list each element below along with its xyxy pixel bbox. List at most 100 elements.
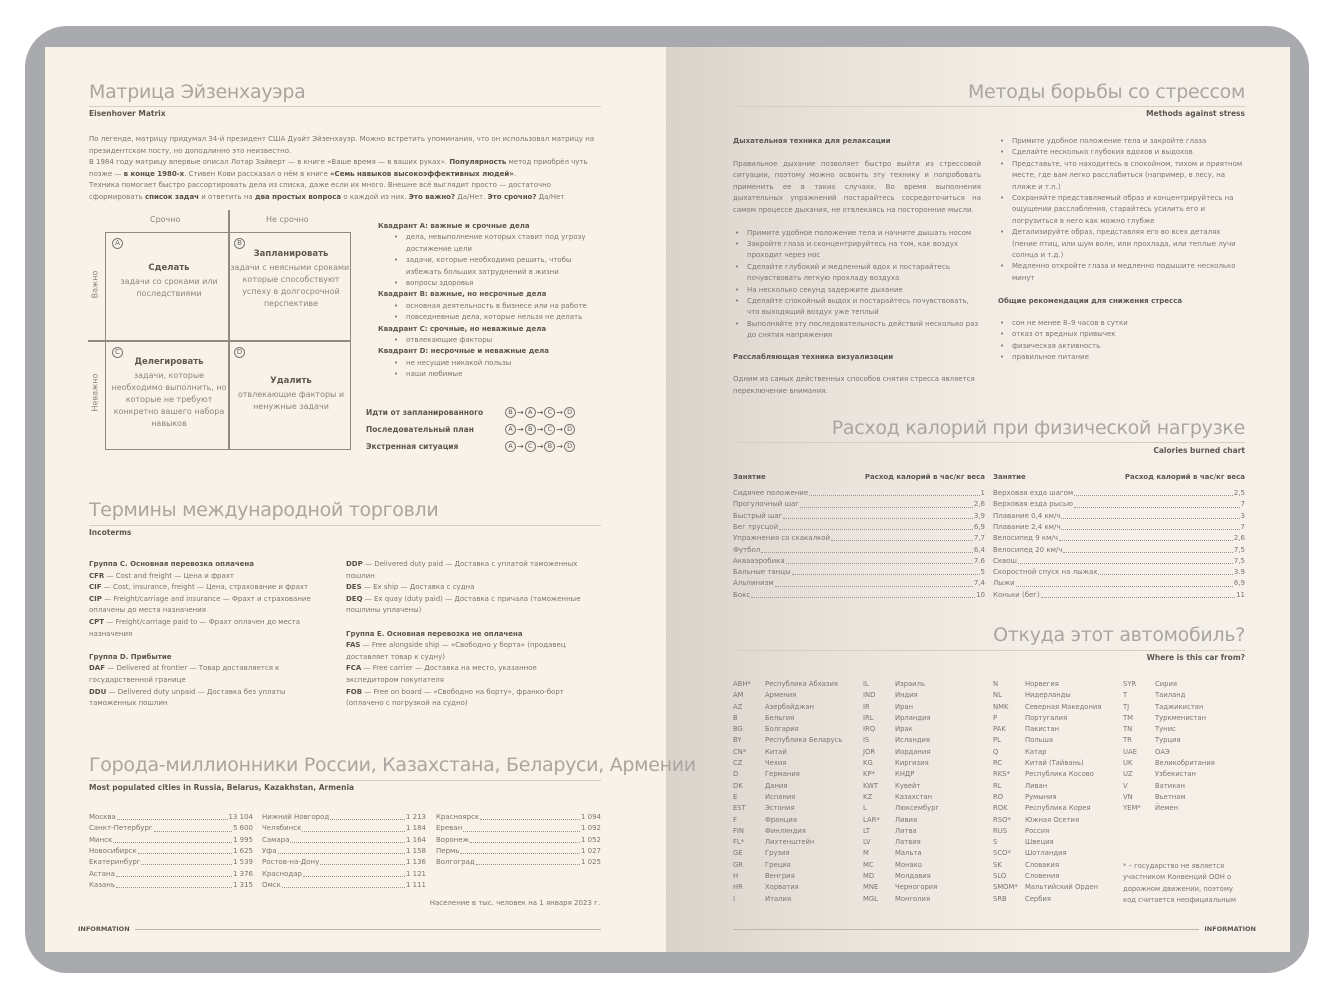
leader-dots [1017,556,1233,565]
city-row: Минск 1 995 [89,835,253,846]
quadrant-title: Запланировать [253,249,329,259]
quadrant-heading: Квадрант B: важные, но несрочные дела [378,290,547,299]
eisenhower-title: Матрица Эйзенхауэра [89,81,306,103]
row-value: 7,5 [1233,545,1245,554]
country-code: L [863,804,867,813]
country-code: SYR [1123,680,1137,688]
country-name: Польша [1025,736,1054,745]
country-name: Лихтенштейн [765,838,815,847]
row-value: 7.6 [973,556,985,565]
paragraph-segment: список задач [144,192,199,201]
country-name: Россия [1025,826,1050,835]
quadrant-text: задачи со сроками или последствиями [120,277,218,298]
country-code: H [733,872,739,881]
car-code-row: PAK Пакистан [993,724,1101,735]
car-code-row: SRB Сербия [993,894,1101,905]
city-row: Волгоград 1 025 [436,857,601,868]
country-code: T [1123,691,1128,700]
paragraph-segment: два простых вопроса [254,192,342,201]
row-label: Челябинск [262,824,302,833]
country-code: FL* [733,838,745,847]
row-value: 2,6 [1233,534,1245,543]
row-value: 1 [980,489,985,497]
country-name: Словакия [1025,860,1060,869]
list-item: наши любимые [392,369,603,381]
breath-heading: Дыхательная техника для релаксации [733,137,891,145]
car-code-column: ABH* Республика Абхазия AM Армения AZ Азербай… [733,679,842,905]
row-value: 1 213 [405,813,426,821]
leader-dots [1074,488,1233,497]
stress-subtitle: Methods against stress [1146,109,1245,118]
country-name: Люксембург [895,804,940,813]
calorie-row: Бег трусцой 6,9 [733,522,985,533]
country-name: Монако [895,860,922,869]
country-name: Ирак [895,725,913,734]
row-label: Волгоград [436,858,475,867]
country-code: F [733,815,737,824]
row-label: Москва [89,813,116,821]
country-name: Швеция [1025,838,1054,847]
divider [89,780,601,781]
list-item: дела, невыполнение которых ставит под уг… [392,232,603,255]
list-item: вопросы здоровья [392,278,603,290]
cars-title: Откуда этот автомобиль? [993,624,1245,646]
row-label: Скоростной спуск на лыжах [993,568,1098,577]
arrow-icon: → [517,425,524,434]
calorie-row: Верховая езда шагом 2,5 [993,488,1245,499]
incoterm-code: DDU [89,687,107,696]
country-name: Северная Македония [1025,702,1102,711]
calorie-row: Сидячее положение 1 [733,488,985,499]
car-code-column: N Норвегия NL Нидерланды NMK Северная Македон… [993,679,1101,905]
quadrant-letter-badge: B [505,407,516,418]
country-name: Сирия [1155,680,1177,688]
row-value: 1 052 [580,835,601,844]
visual-text: Одним из самых действенных способов снят… [733,375,975,395]
row-value: 7,5 [1233,556,1245,565]
incoterm-entry: DDP — Delivered duty paid — Доставка с у… [346,559,591,582]
country-name: Румыния [1025,792,1057,801]
sequence-order: A → B → C → D [505,424,576,435]
car-code-row: LT Литва [863,826,939,837]
divider [89,106,601,107]
car-code-row: D Германия [733,769,842,780]
quadrant-list: не несущие никакой пользынаши любимые [378,358,603,381]
country-name: Исландия [895,736,930,745]
list-item: На несколько секунд задержите дыхание [733,285,981,297]
leader-dots [1063,545,1233,553]
quadrant-letter-badge: B [544,441,556,452]
sequence-label: Экстренная ситуация [366,442,459,451]
car-code-row: ABH* Республика Абхазия [733,679,842,690]
quadrant-text: отвлекающие факторы и ненужные задачи [237,390,345,411]
quadrant-letter-badge: D [564,407,576,418]
leader-dots [751,590,976,598]
country-name: Иран [895,702,914,711]
city-row: Москва 13 104 [89,812,253,823]
car-code-row: V Ватикан [1123,781,1215,792]
car-code-row: IRL Ирландия [863,713,939,724]
footer-rule [733,929,1199,930]
list-item: отказ от вредных привычек [998,329,1246,341]
car-code-row: MNE Черногория [863,882,939,893]
spacer [89,640,334,652]
country-code: M [863,849,869,858]
city-row: Нижний Новгород 1 213 [262,812,426,823]
calorie-row: Скоростной спуск на лыжах 3.9 [993,567,1245,578]
country-name: Израиль [895,680,925,688]
car-code-row: SCO* Шотландия [993,848,1101,859]
country-code: TM [1123,713,1134,722]
arrow-icon: → [536,408,544,417]
country-code: MGL [863,894,878,903]
row-label: Пермь [436,846,460,855]
row-value: 1 111 [405,880,426,889]
row-label: Упражнения со скакалкой [733,534,831,543]
row-label: Альпинизм [733,579,774,588]
car-code-row: UZ Узбекистан [1123,769,1215,780]
country-code: KWT [863,781,879,790]
leader-dots [141,857,232,866]
calorie-row: Велосипед 20 км/ч 7,5 [993,545,1245,556]
country-name: Дания [765,781,788,790]
car-code-row: MC Монако [863,860,939,871]
row-label: Астана [89,869,115,878]
car-code-row: Q Катар [993,747,1101,758]
car-code-row: BY Республика Беларусь [733,735,842,746]
